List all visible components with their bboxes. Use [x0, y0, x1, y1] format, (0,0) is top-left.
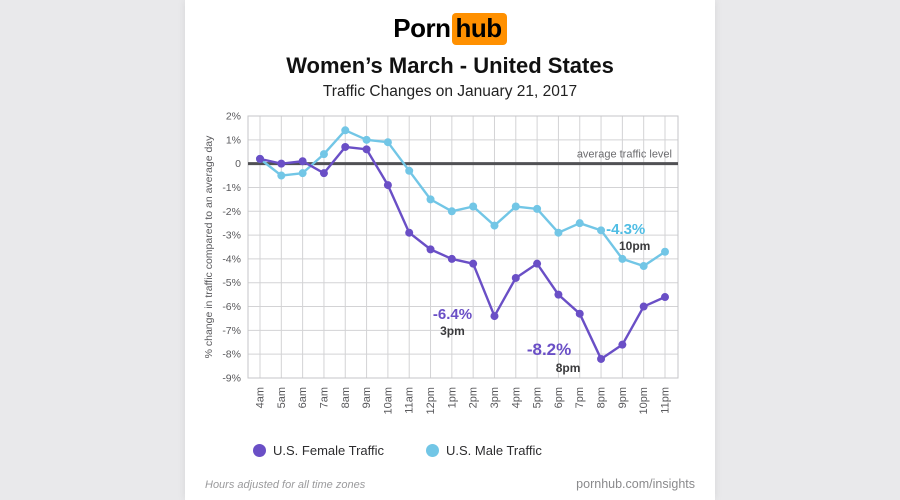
card-footer: Hours adjusted for all time zones pornhu… [185, 477, 715, 491]
x-tick-label: 8pm [596, 387, 608, 408]
x-tick-label: 5am [276, 387, 288, 408]
baseline-label: average traffic level [577, 149, 672, 161]
female-data-point [426, 245, 435, 254]
x-tick-label: 6pm [553, 387, 565, 408]
female-data-point [533, 259, 542, 268]
male-data-point [490, 221, 499, 230]
timezone-note: Hours adjusted for all time zones [205, 479, 366, 491]
male-data-point [597, 226, 606, 235]
male-data-point [618, 254, 627, 263]
female-data-point [575, 309, 584, 318]
female-data-point [469, 259, 478, 268]
plot-frame [247, 115, 679, 379]
x-tick-label: 5pm [532, 387, 544, 408]
male-data-point [447, 207, 456, 216]
logo-porn-text: Porn [393, 13, 451, 43]
x-tick-label: 11pm [660, 387, 672, 414]
female-legend-label: U.S. Female Traffic [273, 443, 385, 458]
male-data-point [383, 138, 392, 147]
female-data-point [554, 290, 563, 299]
male-data-point [362, 135, 371, 144]
male-data-point [341, 126, 350, 135]
x-tick-label: 6am [297, 387, 309, 408]
chart-legend: U.S. Female Traffic U.S. Male Traffic [253, 444, 715, 457]
legend-item-female: U.S. Female Traffic [253, 444, 384, 457]
y-tick-label: -8% [222, 349, 241, 361]
female-data-point [277, 159, 286, 168]
pornhub-logo: Porn hub [185, 0, 715, 45]
male-data-point [533, 204, 542, 213]
y-tick-label: 2% [226, 111, 241, 123]
x-tick-label: 9am [361, 387, 373, 408]
insights-link[interactable]: pornhub.com/insights [576, 477, 695, 491]
page-subtitle: Traffic Changes on January 21, 2017 [322, 83, 578, 100]
female-data-point [639, 302, 648, 311]
annotation-time: 8pm [556, 361, 581, 375]
y-tick-label: -3% [222, 230, 241, 242]
male-data-point [575, 219, 584, 228]
x-tick-label: 7pm [574, 387, 586, 408]
y-tick-label: -6% [222, 301, 241, 313]
x-tick-label: 4pm [510, 387, 522, 408]
x-tick-label: 2pm [468, 387, 480, 408]
female-data-point [319, 169, 328, 178]
annotation-value: -4.3% [606, 221, 645, 238]
female-data-point [383, 181, 392, 190]
y-tick-label: -1% [222, 182, 241, 194]
insights-card: Porn hub Women’s March - United States Tr… [185, 0, 715, 500]
x-tick-label: 8am [340, 387, 352, 408]
x-tick-label: 1pm [446, 387, 458, 408]
y-tick-label: 1% [226, 134, 241, 146]
female-data-point [341, 142, 350, 151]
annotation-value: -6.4% [433, 306, 472, 323]
male-legend-label: U.S. Male Traffic [446, 443, 542, 458]
male-data-point [319, 150, 328, 159]
legend-item-male: U.S. Male Traffic [426, 444, 542, 457]
logo-hub-badge: hub [451, 13, 507, 45]
female-series-line [258, 145, 667, 361]
male-data-point [298, 169, 307, 178]
female-data-point [597, 354, 606, 363]
annotation-value: -8.2% [527, 340, 571, 359]
traffic-line-chart: average traffic level 2% 1% 0 -1% -2% -3% -4% -5… [203, 111, 679, 415]
y-tick-label: -5% [222, 277, 241, 289]
male-data-point [554, 228, 563, 237]
male-legend-dot-icon [426, 444, 440, 457]
y-tick-label: -4% [222, 253, 241, 265]
y-tick-label: -7% [222, 325, 241, 337]
female-data-point [661, 293, 669, 302]
female-data-point [511, 273, 520, 282]
male-data-point [426, 195, 435, 204]
x-tick-label: 9pm [617, 387, 629, 408]
female-data-point [405, 228, 414, 237]
male-data-point [639, 262, 648, 271]
y-axis-title: % change in traffic compared to an avera… [203, 135, 215, 359]
page-title: Women’s March - United States [286, 53, 614, 78]
x-tick-label: 12pm [425, 387, 437, 415]
male-data-point [405, 166, 414, 175]
y-tick-label: 0 [235, 158, 241, 170]
x-tick-label: 4am [255, 387, 267, 408]
x-tick-label: 10pm [638, 387, 650, 415]
chart-container: average traffic level 2% 1% 0 -1% -2% -3% -4% -5… [185, 106, 715, 442]
female-data-point [618, 340, 627, 349]
female-legend-dot-icon [253, 444, 266, 457]
female-data-point [447, 254, 456, 263]
x-tick-label: 3pm [489, 387, 501, 408]
male-data-point [277, 171, 286, 180]
x-tick-label: 7am [318, 387, 330, 408]
male-data-point [511, 202, 520, 211]
x-tick-label: 10am [382, 387, 394, 415]
y-tick-label: -2% [222, 206, 241, 218]
male-data-point [469, 202, 478, 211]
x-tick-label: 11am [404, 387, 416, 414]
male-data-point [661, 247, 669, 256]
female-data-point [362, 145, 371, 154]
female-data-point [256, 154, 264, 163]
annotation-time: 3pm [440, 324, 465, 338]
female-data-point [490, 312, 499, 321]
annotation-time: 10pm [619, 239, 650, 253]
female-data-point [298, 157, 307, 166]
y-tick-label: -9% [222, 373, 241, 385]
